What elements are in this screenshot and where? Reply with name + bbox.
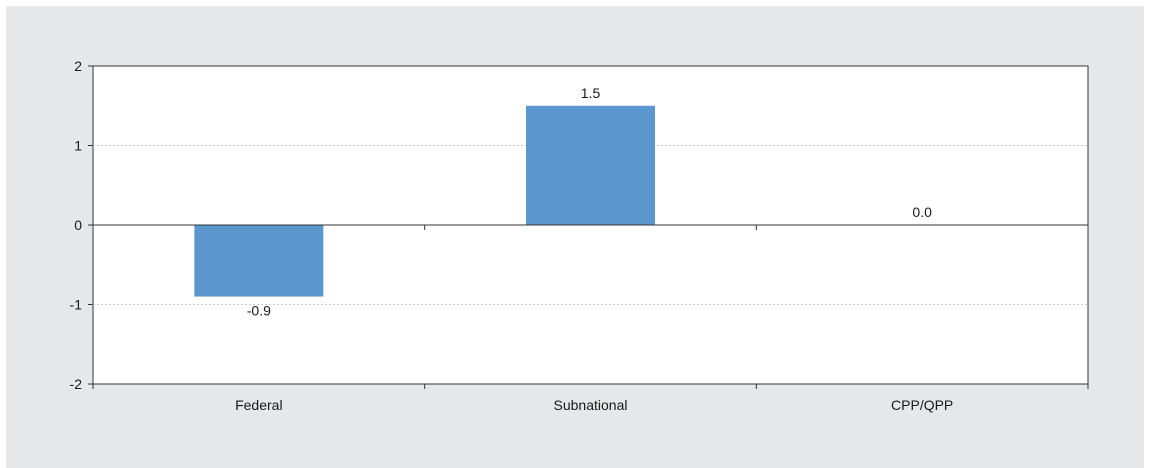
data-label: -0.9 [247,303,271,319]
y-tick-label: 2 [74,58,82,74]
data-label: 0.0 [912,204,932,220]
x-category-label: Federal [235,397,282,413]
y-tick-label: -2 [70,376,83,392]
y-tick-label: 0 [74,217,82,233]
bars [194,105,655,297]
data-label: 1.5 [581,85,601,101]
bar-subnational [526,105,655,225]
x-axis: Federal Subnational CPP/QPP [92,384,1089,413]
x-category-label: CPP/QPP [891,397,953,413]
y-tick-label: -1 [70,297,83,313]
zero-line-group [93,224,1088,230]
y-tick-label: 1 [74,138,82,154]
x-category-label: Subnational [554,397,628,413]
data-labels: -0.9 1.5 0.0 [247,85,932,319]
bar-federal [194,225,324,297]
y-axis: 2 1 0 -1 -2 [70,58,93,392]
